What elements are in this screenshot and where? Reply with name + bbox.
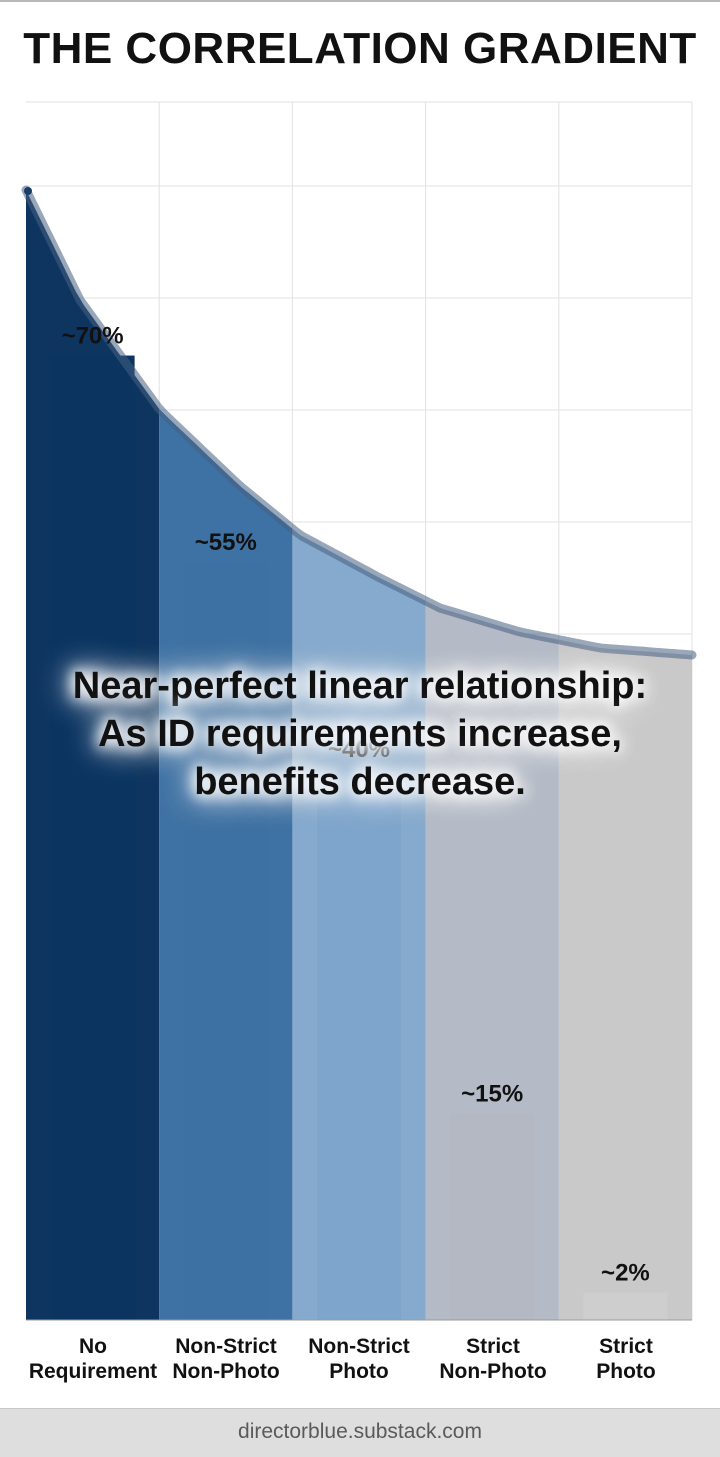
annotation-line-2: As ID requirements increase, <box>98 713 622 755</box>
x-tick-label-line: Photo <box>329 1360 389 1383</box>
trend-curve <box>21 185 697 660</box>
x-tick-label-line: Non-Photo <box>172 1360 280 1383</box>
data-label: ~55% <box>195 529 257 556</box>
x-tick-label-line: Non-Strict <box>175 1335 277 1358</box>
x-tick-label-line: Requirement <box>28 1360 158 1383</box>
footer-source: directorblue.substack.com <box>0 1408 720 1457</box>
data-label: ~15% <box>461 1080 523 1107</box>
x-tick-label-strict-photo: Strict Photo <box>559 1334 693 1384</box>
gradient-band <box>558 639 692 1320</box>
top-rule <box>0 0 720 2</box>
x-tick-label-line: Photo <box>596 1360 656 1383</box>
x-tick-label-line: No <box>79 1335 107 1358</box>
data-label: ~2% <box>601 1259 650 1286</box>
chart-annotation: Near-perfect linear relationship: As ID … <box>20 662 700 806</box>
bar <box>583 1292 668 1320</box>
data-label: ~40% <box>328 736 390 763</box>
annotation-line-1: Near-perfect linear relationship: <box>72 665 648 707</box>
x-tick-label-strict-non-photo: Strict Non-Photo <box>426 1334 560 1384</box>
x-tick-label-no-requirement: No Requirement <box>26 1334 160 1384</box>
trend-curve-start-marker <box>24 187 32 195</box>
x-tick-label-line: Non-Strict <box>308 1335 410 1358</box>
data-label: ~70% <box>62 323 124 350</box>
x-tick-label-non-strict-non-photo: Non-Strict Non-Photo <box>159 1334 293 1384</box>
x-tick-label-non-strict-photo: Non-Strict Photo <box>292 1334 426 1384</box>
chart-title: THE CORRELATION GRADIENT <box>23 24 697 73</box>
x-tick-label-line: Strict <box>599 1335 653 1358</box>
bar <box>50 355 135 1320</box>
bar <box>450 1113 535 1320</box>
annotation-line-3: benefits decrease. <box>194 761 526 803</box>
x-tick-label-line: Non-Photo <box>439 1360 547 1383</box>
bar <box>183 562 268 1320</box>
x-tick-label-line: Strict <box>466 1335 520 1358</box>
bar <box>317 768 401 1320</box>
